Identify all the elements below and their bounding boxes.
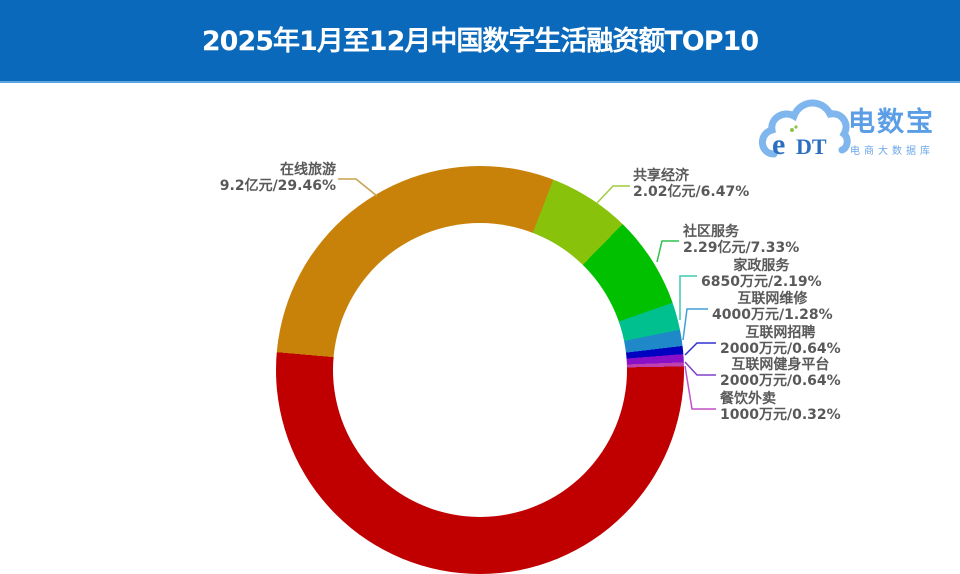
data-label-online-travel: 在线旅游 9.2亿元/29.46% [196,162,336,194]
data-label-internet-recruiting: 互联网招聘 2000万元/0.64% [720,325,841,357]
data-label-food-delivery: 餐饮外卖 1000万元/0.32% [720,391,841,423]
leader-line-housekeeping [679,275,697,320]
svg-text:DT: DT [796,134,827,159]
data-label-internet-repair: 互联网维修 4000万元/1.28% [712,291,833,323]
label-name: 互联网健身平台 [731,357,830,373]
leader-line-sharing-economy [596,185,630,204]
leader-line-food-delivery [684,365,716,410]
label-name: 共享经济 [633,168,689,184]
data-label-sharing-economy: 共享经济 2.02亿元/6.47% [633,168,749,200]
leader-line-community-service [656,240,679,263]
leader-line-internet-recruiting [684,342,716,356]
data-label-community-service: 社区服务 2.29亿元/7.33% [683,224,799,256]
label-value: 2.29亿元/7.33% [683,240,800,256]
label-value: 9.2亿元/29.46% [219,178,336,194]
logo-brand-text: 电数宝 [848,107,935,138]
logo-e-glyph: e [772,128,785,161]
label-value: 6850万元/2.19% [701,274,822,290]
leader-line-fitness-platform [684,361,716,376]
chart-title: 2025年1月至12月中国数字生活融资额TOP10 [201,26,759,57]
leader-line-internet-repair [682,308,708,341]
cloud-logo-icon: e DT [759,99,851,161]
donut-hole [333,223,627,517]
label-name: 互联网维修 [737,291,808,307]
edt-logo: e DT 电数宝 电商大数据库 [756,88,956,163]
label-name: 家政服务 [733,258,790,274]
label-value: 2000万元/0.64% [720,373,841,389]
leader-line-online-travel [338,178,378,197]
label-name: 互联网招聘 [745,325,816,341]
logo-subtitle: 电商大数据库 [850,146,934,157]
data-label-housekeeping: 家政服务 6850万元/2.19% [701,258,822,290]
label-value: 4000万元/1.28% [712,307,833,323]
label-value: 1000万元/0.32% [720,407,841,423]
title-bar: 2025年1月至12月中国数字生活融资额TOP10 [0,0,960,83]
label-value: 2000万元/0.64% [720,341,841,357]
label-value: 2.02亿元/6.47% [633,184,750,200]
label-name: 餐饮外卖 [720,391,776,407]
label-name: 社区服务 [683,224,739,240]
data-label-fitness-platform: 互联网健身平台 2000万元/0.64% [720,357,841,389]
label-name: 在线旅游 [280,162,336,178]
